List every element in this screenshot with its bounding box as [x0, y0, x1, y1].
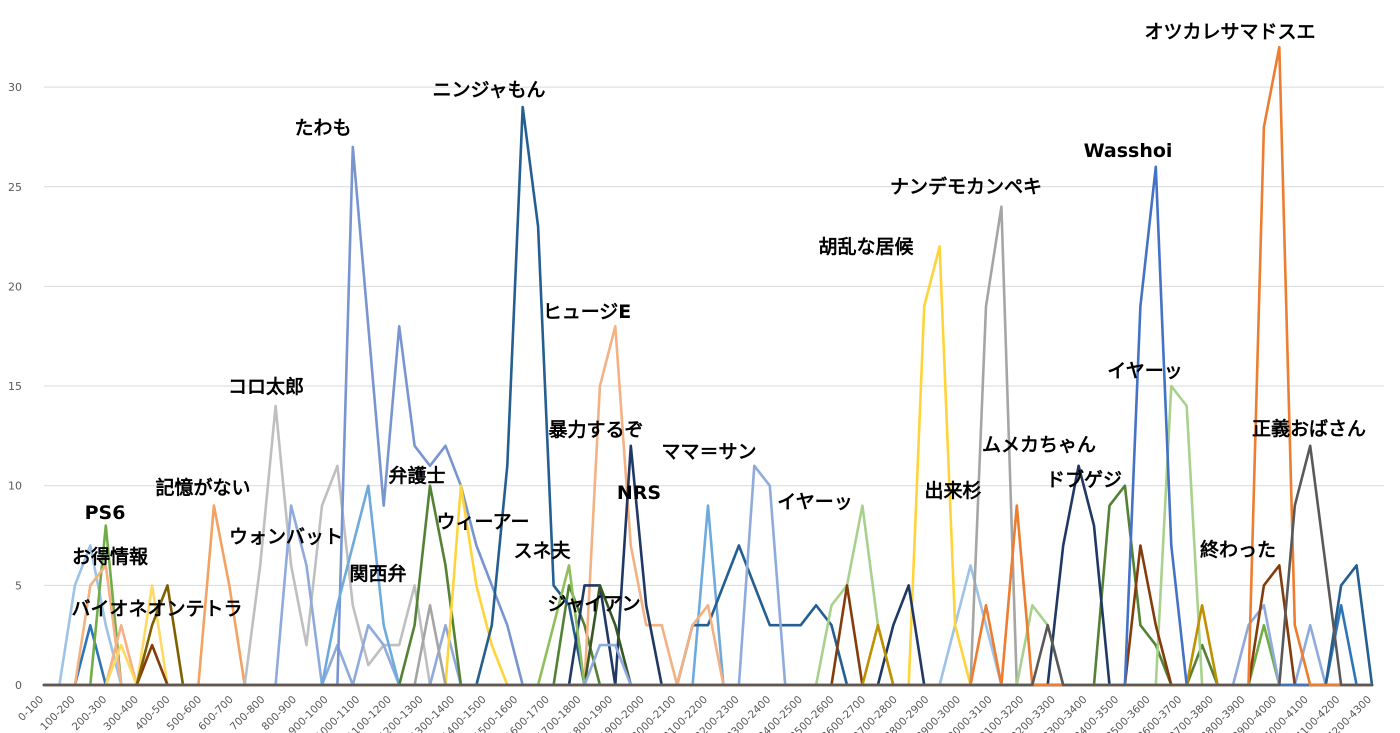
annotation-label: NRS — [617, 482, 661, 504]
x-axis: 0-100100-200200-300300-400400-500500-600… — [16, 694, 1374, 733]
annotation-label: ヒュージE — [543, 301, 632, 323]
annotation-label: ウィーアー — [436, 511, 529, 533]
annotation-label: たわも — [294, 117, 351, 139]
annotation-label: 出来杉 — [924, 479, 981, 502]
y-tick-label: 15 — [8, 380, 22, 393]
y-axis: 0 5 10 15 20 25 30 — [8, 81, 22, 692]
series-line-30 — [42, 444, 1374, 687]
y-tick-label: 10 — [8, 480, 22, 493]
annotation-label: ニンジャもん — [432, 79, 545, 101]
annotation-label: ママ＝サン — [661, 441, 756, 463]
annotation-label: ナンデモカンペキ — [890, 175, 1042, 198]
annotation-label: ジャイアン — [547, 593, 640, 615]
series-lines — [42, 45, 1374, 687]
y-tick-label: 20 — [8, 280, 22, 293]
annotation-label: 暴力するぞ — [548, 418, 643, 441]
annotation-label: 関西弁 — [349, 562, 406, 585]
annotation-label: Wasshoi — [1084, 140, 1173, 162]
y-tick-label: 25 — [8, 181, 22, 194]
y-tick-label: 0 — [15, 679, 22, 692]
annotation-label: 胡乱な居候 — [818, 235, 914, 258]
annotation-label: 弁護士 — [388, 464, 445, 487]
annotation-label: バイオネオンテトラ — [71, 598, 242, 620]
series-line-17 — [42, 245, 1374, 687]
gridlines — [44, 86, 1384, 586]
annotation-label: ドブゲジ — [1046, 468, 1122, 491]
annotation-label: 正義おばさん — [1252, 417, 1366, 440]
annotation-label: ウォンバット — [229, 526, 343, 548]
y-tick-label: 30 — [8, 81, 22, 94]
annotation-label: お得情報 — [72, 545, 149, 568]
annotation-label: オツカレサマドスエ — [1144, 21, 1315, 43]
annotation-label: スネ夫 — [513, 540, 571, 562]
annotation-label: ムメカちゃん — [982, 434, 1096, 456]
y-tick-label: 5 — [15, 579, 22, 592]
annotation-label: イヤーッ — [777, 491, 852, 513]
annotation-label: 終わった — [1200, 538, 1276, 561]
annotation-label: イヤーッ — [1107, 360, 1182, 382]
annotation-label: 記憶がない — [155, 476, 250, 499]
annotation-label: PS6 — [85, 502, 126, 524]
x-tick-label: 0-100 — [16, 694, 46, 724]
annotation-label: コロ太郎 — [228, 375, 304, 398]
